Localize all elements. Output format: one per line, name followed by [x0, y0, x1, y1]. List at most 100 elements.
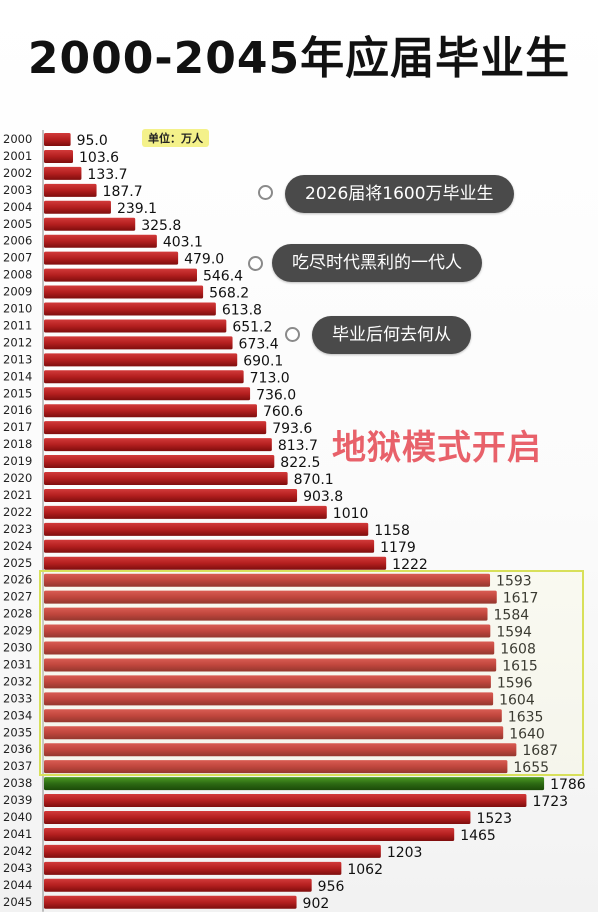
value-label-2007: 479.0: [184, 252, 224, 268]
callout-dot-icon: [285, 327, 300, 342]
bar-2000: [44, 133, 71, 146]
bar-2023: [44, 522, 369, 536]
bar-2017: [44, 421, 267, 435]
value-label-2011: 651.2: [232, 319, 272, 335]
value-label-2003: 187.7: [103, 184, 143, 200]
value-label-2001: 103.6: [79, 150, 119, 166]
value-label-2014: 713.0: [250, 370, 290, 386]
bar-2033: [44, 692, 494, 706]
value-label-2004: 239.1: [117, 201, 157, 217]
year-label-2029: 2029: [3, 624, 32, 638]
bar-2002: [44, 166, 82, 180]
bar-2016: [44, 404, 257, 418]
year-label-2045: 2045: [3, 895, 32, 909]
callout-2026-graduates: 2026届将1600万毕业生: [285, 175, 514, 213]
bar-2045: [44, 895, 297, 909]
hell-mode-text: 地狱模式开启: [332, 428, 542, 468]
year-label-2004: 2004: [3, 200, 32, 214]
bar-2032: [44, 675, 491, 689]
bar-2027: [44, 590, 497, 604]
year-label-2031: 2031: [3, 657, 32, 671]
value-label-2000: 95.0: [77, 133, 108, 149]
bar-2036: [44, 743, 517, 757]
value-label-2043: 1062: [347, 862, 383, 878]
bar-2007: [44, 251, 179, 265]
bar-2041: [44, 827, 455, 841]
value-label-2029: 1594: [496, 625, 532, 641]
value-label-2013: 690.1: [243, 353, 283, 369]
year-label-2017: 2017: [3, 420, 32, 434]
year-label-2024: 2024: [3, 539, 32, 553]
bar-2006: [44, 234, 157, 248]
bar-2012: [44, 336, 233, 350]
bar-2013: [44, 353, 238, 367]
year-label-2026: 2026: [3, 573, 32, 587]
bar-2028: [44, 607, 488, 621]
value-label-2039: 1723: [532, 794, 568, 810]
bar-2019: [44, 455, 275, 469]
bar-2014: [44, 370, 244, 384]
year-label-2027: 2027: [3, 590, 32, 604]
bar-2034: [44, 709, 502, 723]
year-label-2034: 2034: [3, 708, 32, 722]
year-label-2006: 2006: [3, 234, 32, 248]
chart-title: 2000-2045年应届毕业生: [27, 33, 571, 84]
value-label-2040: 1523: [476, 811, 512, 827]
year-label-2023: 2023: [3, 522, 32, 536]
value-label-2032: 1596: [497, 675, 533, 691]
year-label-2016: 2016: [3, 403, 32, 417]
value-label-2045: 902: [303, 896, 330, 912]
year-label-2002: 2002: [3, 166, 32, 180]
value-label-2002: 133.7: [87, 167, 127, 183]
bar-2030: [44, 641, 495, 655]
year-label-2013: 2013: [3, 352, 32, 366]
bar-2026: [44, 573, 491, 587]
bar-2042: [44, 844, 381, 858]
bar-2004: [44, 200, 111, 214]
bar-2031: [44, 658, 497, 672]
value-label-2042: 1203: [387, 845, 423, 861]
year-label-2001: 2001: [3, 149, 32, 163]
value-label-2022: 1010: [333, 506, 369, 522]
bar-2044: [44, 878, 312, 892]
value-label-2027: 1617: [503, 591, 539, 607]
bar-2029: [44, 624, 491, 638]
value-label-2017: 793.6: [272, 421, 312, 437]
year-label-2042: 2042: [3, 844, 32, 858]
bar-2022: [44, 505, 327, 519]
year-label-2039: 2039: [3, 793, 32, 807]
year-label-2032: 2032: [3, 674, 32, 688]
year-label-2036: 2036: [3, 742, 32, 756]
value-label-2041: 1465: [460, 828, 496, 844]
year-label-2007: 2007: [3, 251, 32, 265]
year-label-2008: 2008: [3, 268, 32, 282]
value-label-2031: 1615: [502, 658, 538, 674]
bar-2008: [44, 268, 197, 282]
value-label-2033: 1604: [499, 692, 535, 708]
year-label-2044: 2044: [3, 878, 32, 892]
year-label-2021: 2021: [3, 488, 32, 502]
year-label-2009: 2009: [3, 285, 32, 299]
bar-2024: [44, 539, 375, 553]
value-label-2024: 1179: [380, 540, 416, 556]
value-label-2018: 813.7: [278, 438, 318, 454]
value-label-2019: 822.5: [280, 455, 320, 471]
value-label-2037: 1655: [513, 760, 549, 776]
bar-2018: [44, 438, 272, 452]
bar-2001: [44, 149, 74, 163]
value-label-2020: 870.1: [294, 472, 334, 488]
year-label-2040: 2040: [3, 810, 32, 824]
bar-2043: [44, 861, 342, 875]
year-label-2033: 2033: [3, 691, 32, 705]
year-label-2041: 2041: [3, 827, 32, 841]
year-label-2018: 2018: [3, 437, 32, 451]
value-label-2044: 956: [318, 879, 345, 895]
year-label-2037: 2037: [3, 759, 32, 773]
bar-2003: [44, 183, 97, 197]
year-label-2020: 2020: [3, 471, 32, 485]
year-label-2011: 2011: [3, 318, 32, 332]
bar-2039: [44, 794, 527, 808]
value-label-2030: 1608: [500, 642, 536, 658]
year-label-2022: 2022: [3, 505, 32, 519]
